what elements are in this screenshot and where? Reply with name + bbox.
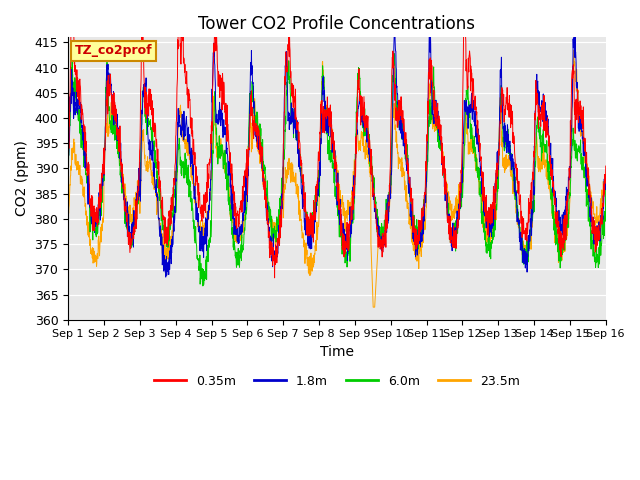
- 23.5m: [353, 133, 360, 139]
- 6.0m: [364, 130, 372, 135]
- X-axis label: Time: Time: [320, 345, 354, 359]
- 0.35m: [64, 142, 72, 148]
- Line: 6.0m: 6.0m: [68, 53, 605, 286]
- 1.8m: [353, 143, 360, 149]
- 1.8m: [602, 177, 609, 183]
- 23.5m: [364, 150, 372, 156]
- 1.8m: [555, 217, 563, 223]
- 0.35m: [353, 120, 360, 126]
- 0.35m: [555, 219, 563, 225]
- 6.0m: [602, 178, 609, 184]
- Title: Tower CO2 Profile Concentrations: Tower CO2 Profile Concentrations: [198, 15, 476, 33]
- 0.35m: [493, 162, 501, 168]
- 6.0m: [214, 144, 222, 150]
- Legend: 0.35m, 1.8m, 6.0m, 23.5m: 0.35m, 1.8m, 6.0m, 23.5m: [149, 370, 525, 393]
- 0.35m: [214, 84, 222, 89]
- Line: 0.35m: 0.35m: [68, 0, 605, 278]
- 6.0m: [570, 132, 577, 137]
- 0.35m: [365, 130, 372, 135]
- 1.8m: [391, 12, 399, 18]
- 23.5m: [555, 260, 563, 265]
- 6.0m: [390, 50, 398, 56]
- 6.0m: [555, 243, 563, 249]
- Line: 1.8m: 1.8m: [68, 15, 605, 277]
- 6.0m: [493, 184, 501, 190]
- 23.5m: [64, 209, 72, 215]
- 23.5m: [369, 304, 377, 310]
- 0.35m: [570, 71, 577, 77]
- Line: 23.5m: 23.5m: [68, 50, 605, 307]
- 1.8m: [162, 274, 170, 280]
- 6.0m: [353, 112, 360, 118]
- 0.35m: [602, 163, 609, 169]
- 23.5m: [570, 48, 578, 53]
- 1.8m: [364, 144, 372, 150]
- Y-axis label: CO2 (ppm): CO2 (ppm): [15, 141, 29, 216]
- 0.35m: [271, 275, 278, 281]
- Text: TZ_co2prof: TZ_co2prof: [75, 44, 152, 58]
- 6.0m: [199, 283, 207, 289]
- 1.8m: [214, 113, 222, 119]
- 23.5m: [214, 145, 222, 151]
- 6.0m: [64, 165, 72, 170]
- 23.5m: [493, 188, 501, 194]
- 1.8m: [570, 42, 577, 48]
- 23.5m: [570, 56, 577, 62]
- 1.8m: [64, 138, 72, 144]
- 1.8m: [493, 176, 501, 181]
- 23.5m: [602, 181, 609, 187]
